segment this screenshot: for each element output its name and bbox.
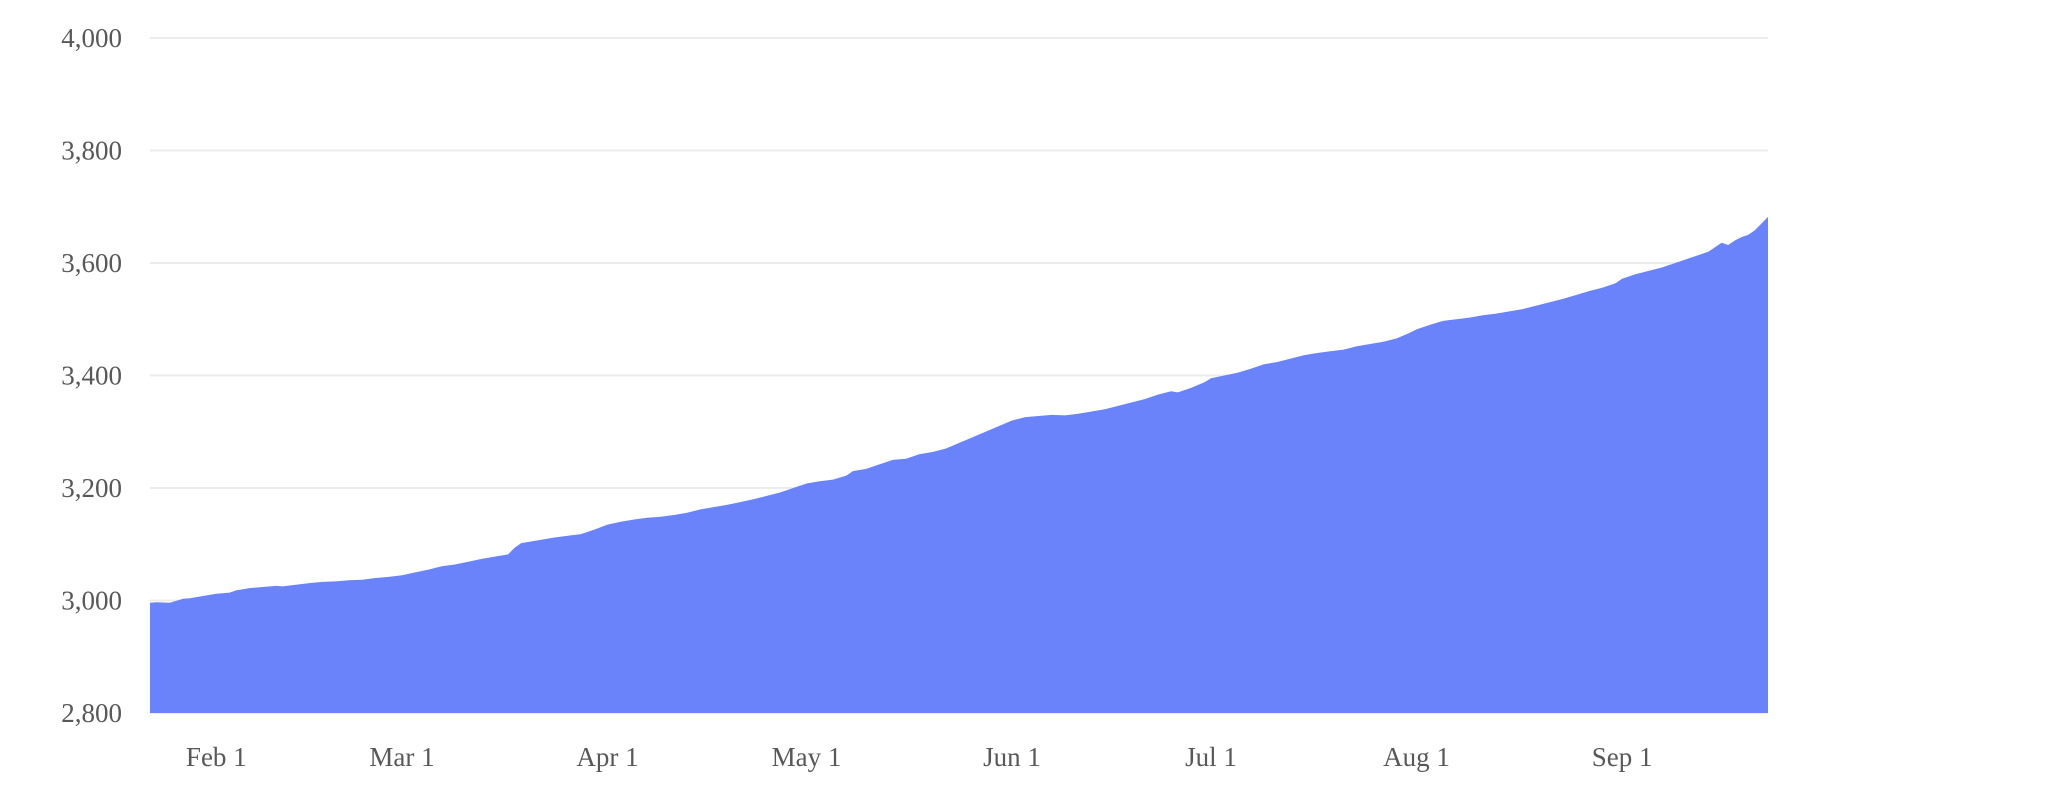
x-axis-tick-label: Mar 1: [369, 742, 434, 772]
x-axis-tick-label: May 1: [772, 742, 842, 772]
x-axis-tick-label: Jul 1: [1185, 742, 1237, 772]
x-axis-tick-label: Feb 1: [186, 742, 247, 772]
y-axis-tick-label: 3,800: [61, 136, 122, 166]
y-axis-tick-label: 3,600: [61, 248, 122, 278]
series-layer: [150, 216, 1768, 713]
x-axis-tick-label: Sep 1: [1592, 742, 1653, 772]
y-axis-tick-label: 3,000: [61, 586, 122, 616]
x-axis-tick-labels: Feb 1 Mar 1 Apr 1 May 1 Jun 1 Jul 1 Aug 1 Sep 1: [186, 742, 1653, 772]
area-series: [150, 216, 1768, 713]
y-axis-tick-label: 2,800: [61, 698, 122, 728]
y-axis-tick-label: 3,200: [61, 473, 122, 503]
y-axis-tick-label: 3,400: [61, 361, 122, 391]
y-axis-tick-label: 4,000: [61, 23, 122, 53]
x-axis-tick-label: Jun 1: [983, 742, 1041, 772]
y-axis-tick-labels: 2,800 3,000 3,200 3,400 3,600 3,800 4,000: [61, 23, 122, 728]
x-axis-tick-label: Apr 1: [576, 742, 638, 772]
x-axis-tick-label: Aug 1: [1383, 742, 1450, 772]
